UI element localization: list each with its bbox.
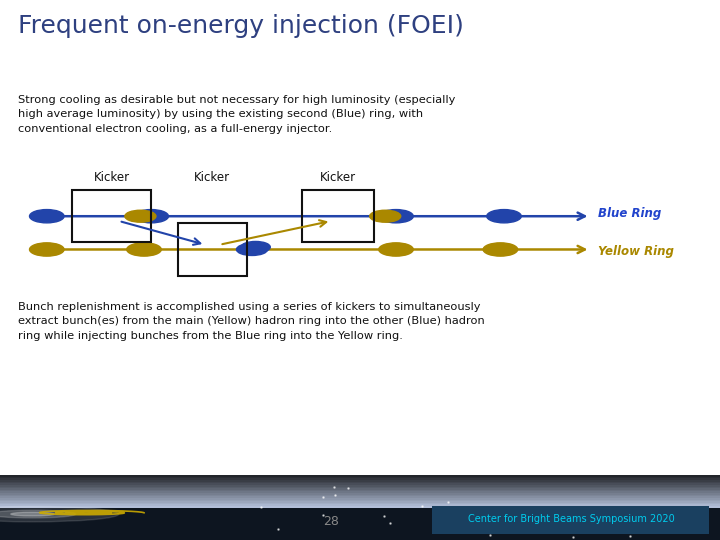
Ellipse shape (241, 241, 270, 253)
Bar (0, 503, 720, 504)
Circle shape (11, 512, 54, 516)
Bar (0, 487, 720, 488)
Bar (0, 480, 720, 482)
Bar (179, 224, 246, 275)
Bar (0, 478, 720, 480)
Ellipse shape (30, 210, 64, 223)
Bar (0, 500, 720, 501)
Bar (0, 508, 720, 540)
Bar (0, 488, 720, 490)
Ellipse shape (379, 243, 413, 256)
Bar (0, 501, 720, 503)
Bar (0, 491, 720, 493)
Bar (0, 506, 720, 508)
Text: 28: 28 (323, 515, 339, 528)
Ellipse shape (369, 210, 401, 222)
Bar (302, 190, 374, 242)
Bar (0, 483, 720, 485)
Bar (0, 495, 720, 496)
Bar (72, 190, 151, 242)
Ellipse shape (483, 243, 518, 256)
Bar (0, 493, 720, 495)
Text: Kicker: Kicker (94, 171, 130, 184)
Ellipse shape (236, 244, 268, 255)
Ellipse shape (134, 210, 168, 223)
Ellipse shape (379, 210, 413, 223)
Bar (0, 482, 720, 483)
Text: Bunch replenishment is accomplished using a series of kickers to simultaneously
: Bunch replenishment is accomplished usin… (18, 302, 485, 341)
Circle shape (0, 510, 76, 518)
Bar (0, 475, 720, 477)
Text: Frequent on-energy injection (FOEI): Frequent on-energy injection (FOEI) (18, 14, 464, 38)
Text: Kicker: Kicker (320, 171, 356, 184)
Bar (0, 490, 720, 491)
Text: Center for Bright Beams Symposium 2020: Center for Bright Beams Symposium 2020 (467, 514, 675, 524)
Ellipse shape (487, 210, 521, 223)
Text: Strong cooling as desirable but not necessary for high luminosity (especially
hi: Strong cooling as desirable but not nece… (18, 95, 455, 134)
Bar (0, 477, 720, 478)
Bar (0, 485, 720, 487)
Text: Blue Ring: Blue Ring (598, 207, 661, 220)
Ellipse shape (30, 243, 64, 256)
Text: Yellow Ring: Yellow Ring (598, 245, 673, 258)
Circle shape (0, 507, 119, 522)
Ellipse shape (127, 243, 161, 256)
Ellipse shape (125, 210, 156, 222)
Bar (0, 496, 720, 498)
Text: Kicker: Kicker (194, 171, 230, 184)
Bar (432, 507, 709, 534)
Bar (0, 498, 720, 500)
Bar (0, 504, 720, 506)
